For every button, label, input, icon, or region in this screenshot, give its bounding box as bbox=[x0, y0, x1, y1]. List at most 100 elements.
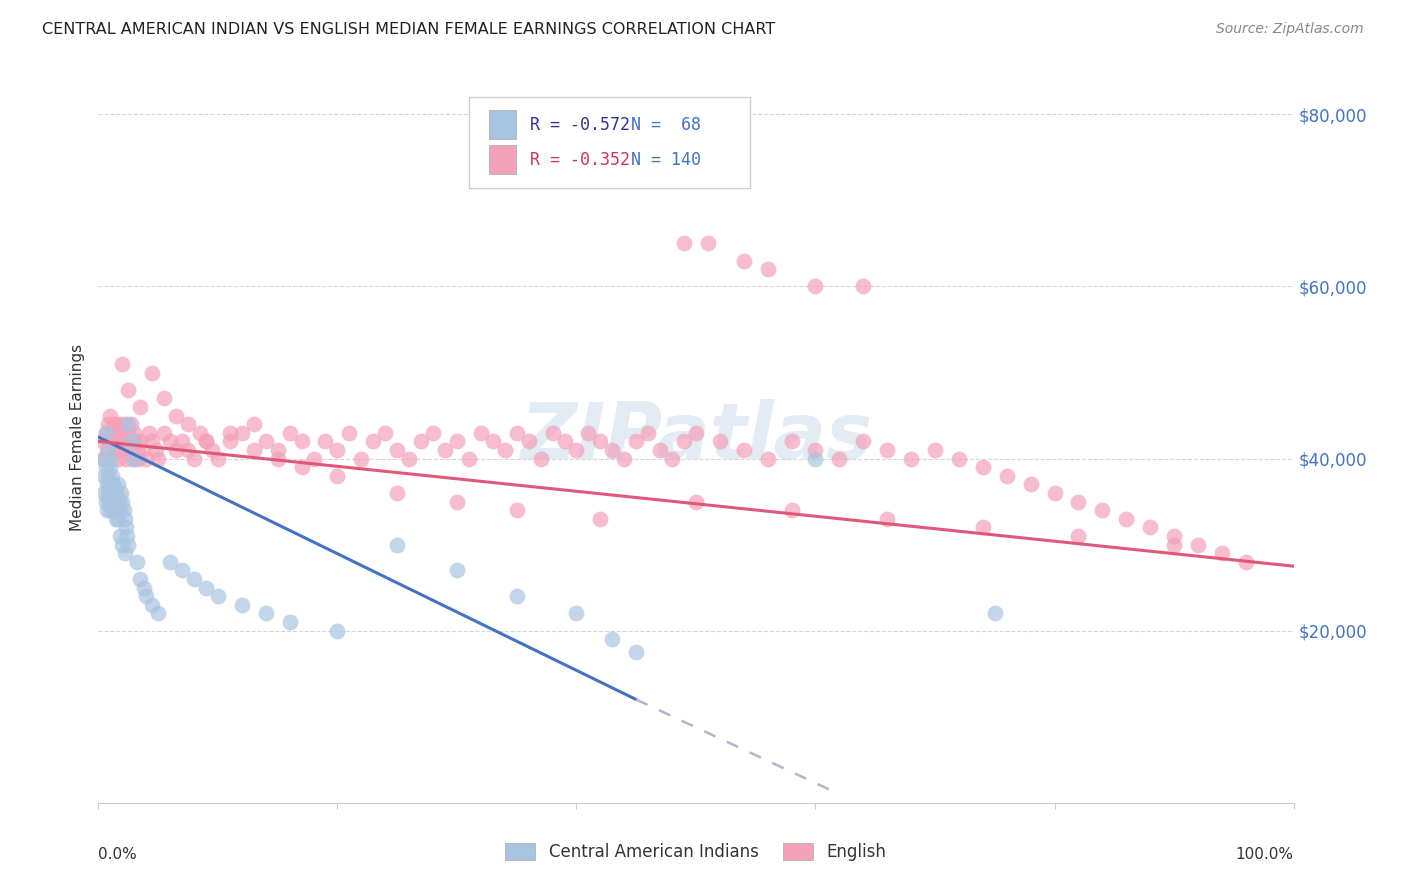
Point bbox=[756, 262, 779, 277]
Point bbox=[804, 451, 827, 466]
Point bbox=[506, 503, 529, 517]
FancyBboxPatch shape bbox=[489, 110, 516, 139]
Point bbox=[201, 442, 224, 457]
Point bbox=[129, 400, 152, 414]
Point bbox=[111, 494, 134, 508]
Point bbox=[207, 589, 229, 603]
Point bbox=[118, 442, 141, 457]
Point bbox=[96, 477, 118, 491]
Point bbox=[115, 434, 138, 449]
Point bbox=[350, 451, 373, 466]
Text: R = -0.352: R = -0.352 bbox=[530, 151, 630, 169]
Point bbox=[363, 434, 385, 449]
Point bbox=[565, 442, 588, 457]
Point bbox=[108, 529, 131, 543]
Point bbox=[613, 451, 636, 466]
Point bbox=[105, 417, 128, 432]
Point bbox=[98, 460, 122, 475]
Point bbox=[876, 442, 898, 457]
Point bbox=[446, 564, 468, 578]
Point bbox=[98, 477, 121, 491]
Point bbox=[188, 425, 211, 440]
Point bbox=[673, 236, 696, 251]
Point bbox=[1187, 538, 1209, 552]
Point bbox=[94, 460, 117, 475]
Text: Source: ZipAtlas.com: Source: ZipAtlas.com bbox=[1216, 22, 1364, 37]
Text: ZIPatlas: ZIPatlas bbox=[520, 399, 872, 475]
Point bbox=[103, 434, 125, 449]
Point bbox=[159, 555, 181, 569]
FancyBboxPatch shape bbox=[470, 97, 749, 188]
Point bbox=[97, 417, 120, 432]
Point bbox=[411, 434, 433, 449]
Point bbox=[103, 486, 125, 500]
Point bbox=[117, 417, 139, 432]
Point bbox=[578, 425, 600, 440]
Point bbox=[141, 434, 163, 449]
Point bbox=[804, 442, 827, 457]
Point bbox=[972, 460, 994, 475]
Y-axis label: Median Female Earnings: Median Female Earnings bbox=[69, 343, 84, 531]
Point bbox=[602, 632, 624, 647]
Text: 0.0%: 0.0% bbox=[98, 847, 138, 862]
Point bbox=[117, 538, 139, 552]
Legend: Central American Indians, English: Central American Indians, English bbox=[499, 836, 893, 868]
Point bbox=[709, 434, 731, 449]
Point bbox=[108, 417, 131, 432]
Point bbox=[117, 383, 139, 397]
FancyBboxPatch shape bbox=[489, 145, 516, 175]
Text: CENTRAL AMERICAN INDIAN VS ENGLISH MEDIAN FEMALE EARNINGS CORRELATION CHART: CENTRAL AMERICAN INDIAN VS ENGLISH MEDIA… bbox=[42, 22, 776, 37]
Point bbox=[98, 451, 122, 466]
Point bbox=[111, 425, 134, 440]
Point bbox=[98, 494, 121, 508]
Point bbox=[141, 366, 163, 380]
Point bbox=[385, 538, 409, 552]
Point bbox=[104, 442, 127, 457]
Point bbox=[127, 451, 149, 466]
Point bbox=[685, 425, 707, 440]
Point bbox=[111, 538, 134, 552]
Point bbox=[685, 494, 707, 508]
Point bbox=[756, 451, 779, 466]
Point bbox=[93, 486, 115, 500]
Point bbox=[94, 425, 117, 440]
Point bbox=[661, 451, 683, 466]
Point bbox=[121, 434, 143, 449]
Point bbox=[494, 442, 516, 457]
Point bbox=[326, 442, 349, 457]
Point bbox=[446, 434, 468, 449]
Point bbox=[470, 425, 492, 440]
Point bbox=[195, 434, 218, 449]
Point bbox=[1091, 503, 1114, 517]
Point bbox=[91, 434, 114, 449]
Point bbox=[804, 279, 827, 293]
Point bbox=[94, 494, 117, 508]
Point bbox=[231, 598, 253, 612]
Point bbox=[117, 425, 139, 440]
Point bbox=[602, 442, 624, 457]
Point bbox=[1139, 520, 1161, 534]
Point bbox=[267, 451, 290, 466]
Point bbox=[1067, 494, 1090, 508]
Point bbox=[114, 512, 136, 526]
Point bbox=[254, 607, 277, 621]
Point bbox=[626, 434, 648, 449]
Point bbox=[129, 572, 152, 586]
Point bbox=[114, 417, 136, 432]
Point bbox=[434, 442, 457, 457]
Point bbox=[153, 392, 176, 406]
Point bbox=[446, 494, 468, 508]
Point bbox=[254, 434, 277, 449]
Point bbox=[481, 434, 505, 449]
Point bbox=[108, 503, 131, 517]
Point bbox=[100, 425, 122, 440]
Point bbox=[107, 503, 129, 517]
Point bbox=[96, 503, 118, 517]
Point bbox=[565, 607, 588, 621]
Point bbox=[110, 442, 132, 457]
Point bbox=[900, 451, 922, 466]
Point bbox=[1163, 538, 1185, 552]
Point bbox=[948, 451, 970, 466]
Point bbox=[101, 477, 124, 491]
Text: R = -0.572: R = -0.572 bbox=[530, 116, 630, 134]
